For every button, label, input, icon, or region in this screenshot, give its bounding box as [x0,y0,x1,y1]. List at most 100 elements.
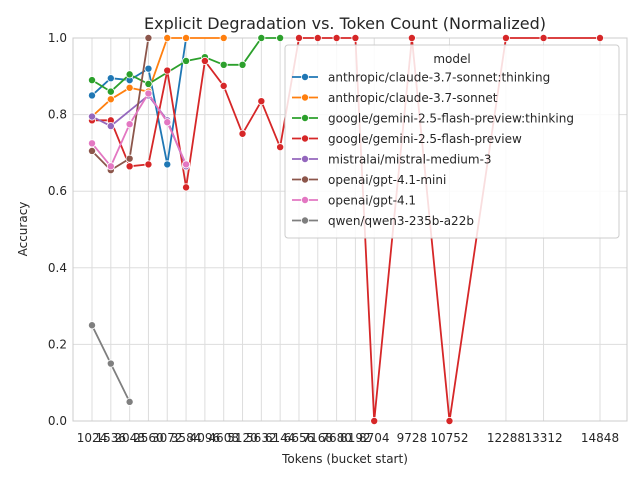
data-point [596,34,605,43]
x-tick-label: 1024 [77,431,108,445]
data-point [219,81,228,90]
data-point [88,76,97,85]
legend-entry: anthropic/claude-3.7-sonnet:thinking [292,71,550,85]
data-point [257,34,266,43]
data-point [106,95,115,104]
legend-entry: openai/gpt-4.1 [292,194,416,208]
data-point [238,60,247,69]
legend-marker [300,114,309,123]
data-point [125,162,134,171]
data-point [144,89,153,98]
x-tick-label: 5632 [246,431,277,445]
data-point [144,34,153,43]
series-line [91,37,150,172]
legend-label: anthropic/claude-3.7-sonnet [328,91,498,105]
data-point [88,91,97,100]
data-point [125,154,134,163]
x-tick-label: 12288 [487,431,525,445]
data-point [106,359,115,368]
data-point [407,34,416,43]
data-point [182,183,191,192]
data-point [125,120,134,129]
legend-items: anthropic/claude-3.7-sonnet:thinking anth… [292,71,574,228]
x-tick-label: 4096 [190,431,221,445]
data-point [257,97,266,106]
data-point [88,146,97,155]
chart-title: Explicit Degradation vs. Token Count (No… [144,14,546,33]
data-point [106,122,115,131]
x-axis-ticks: 1024153620482560307235844096460851205632… [77,431,619,445]
legend-marker [300,175,309,184]
y-axis-ticks: 0.0 0.2 0.4 0.6 0.8 1.0 [48,31,67,428]
series-2 [88,34,285,96]
data-point [144,160,153,169]
x-tick-label: 9728 [397,431,428,445]
legend-marker [300,216,309,225]
data-point [88,139,97,148]
data-point [219,60,228,69]
data-point [445,416,454,425]
x-tick-label: 6144 [265,431,296,445]
series-line [91,92,187,168]
x-tick-label: 5120 [227,431,258,445]
data-point [219,34,228,43]
legend-label: google/gemini-2.5-flash-preview [328,132,522,146]
data-point [163,118,172,127]
data-point [163,160,172,169]
data-point [238,129,247,138]
data-point [182,160,191,169]
x-tick-label: 8192 [340,431,371,445]
x-axis-label: Tokens (bucket start) [281,452,408,466]
legend: model anthropic/claude-3.7-sonnet:thinki… [284,44,620,239]
data-point [125,83,134,92]
data-point [125,397,134,406]
legend-label: openai/gpt-4.1 [328,194,416,208]
x-tick-label: 3584 [171,431,202,445]
series-layer [88,34,605,425]
data-point [294,34,303,43]
series-6 [88,89,191,171]
y-tick-label: 0.4 [48,261,67,275]
data-point [88,321,97,330]
data-point [276,34,285,43]
legend-marker [300,195,309,204]
x-tick-label: 8704 [359,431,390,445]
data-point [501,34,510,43]
data-point [106,87,115,96]
data-point [351,34,360,43]
legend-label: openai/gpt-4.1-mini [328,173,446,187]
legend-entry: anthropic/claude-3.7-sonnet [292,91,498,105]
legend-entry: openai/gpt-4.1-mini [292,173,446,187]
x-tick-label: 13312 [524,431,562,445]
data-point [313,34,322,43]
series-3 [88,34,605,425]
data-point [182,56,191,65]
y-tick-label: 0.2 [48,337,67,351]
series-line [91,37,281,93]
x-tick-label: 6656 [284,431,315,445]
legend-box [284,44,620,239]
y-axis-label: Accuracy [16,202,30,257]
legend-marker [300,134,309,143]
data-point [163,34,172,43]
x-tick-label: 4608 [208,431,239,445]
y-tick-label: 1.0 [48,31,67,45]
x-tick-label: 2560 [133,431,164,445]
legend-label: qwen/qwen3-235b-a22b [328,214,474,228]
x-tick-label: 10752 [430,431,468,445]
x-tick-label: 7680 [321,431,352,445]
legend-entry: google/gemini-2.5-flash-preview:thinking [292,112,574,126]
y-tick-label: 0.6 [48,184,67,198]
data-point [276,143,285,152]
legend-label: google/gemini-2.5-flash-preview:thinking [328,112,574,126]
data-point [125,70,134,79]
series-5 [88,34,153,175]
data-point [106,162,115,171]
legend-label: anthropic/claude-3.7-sonnet:thinking [328,71,550,85]
x-tick-label: 14848 [581,431,619,445]
legend-entry: mistralai/mistral-medium-3 [292,153,492,167]
legend-marker [300,73,309,82]
data-point [539,34,548,43]
legend-entry: google/gemini-2.5-flash-preview [292,132,522,146]
